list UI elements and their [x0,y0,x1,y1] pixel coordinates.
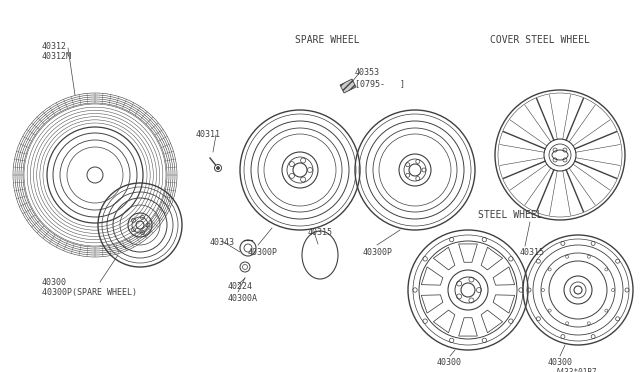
Text: [0795-   ]: [0795- ] [355,79,405,88]
Text: COVER STEEL WHEEL: COVER STEEL WHEEL [490,35,590,45]
Text: 40300P(SPARE WHEEL): 40300P(SPARE WHEEL) [42,288,137,297]
Polygon shape [340,79,356,93]
Text: 40353: 40353 [355,68,380,77]
Circle shape [214,164,221,171]
Text: A433*01B7: A433*01B7 [556,368,598,372]
Circle shape [216,167,220,170]
Ellipse shape [302,231,338,279]
Text: 40312M: 40312M [42,52,72,61]
Text: 40343: 40343 [210,238,235,247]
Text: 40300A: 40300A [228,294,258,303]
Text: 40300P: 40300P [248,248,278,257]
Text: 40312: 40312 [42,42,67,51]
Text: STEEL WHEEL: STEEL WHEEL [478,210,543,220]
Text: 40315: 40315 [308,228,333,237]
Text: 40300P: 40300P [363,248,393,257]
Text: 40311: 40311 [196,130,221,139]
Text: 40300: 40300 [548,358,573,367]
Text: 40224: 40224 [228,282,253,291]
Text: SPARE WHEEL: SPARE WHEEL [295,35,360,45]
Text: 40315: 40315 [520,248,545,257]
Text: 40300: 40300 [437,358,462,367]
Text: 40300: 40300 [42,278,67,287]
